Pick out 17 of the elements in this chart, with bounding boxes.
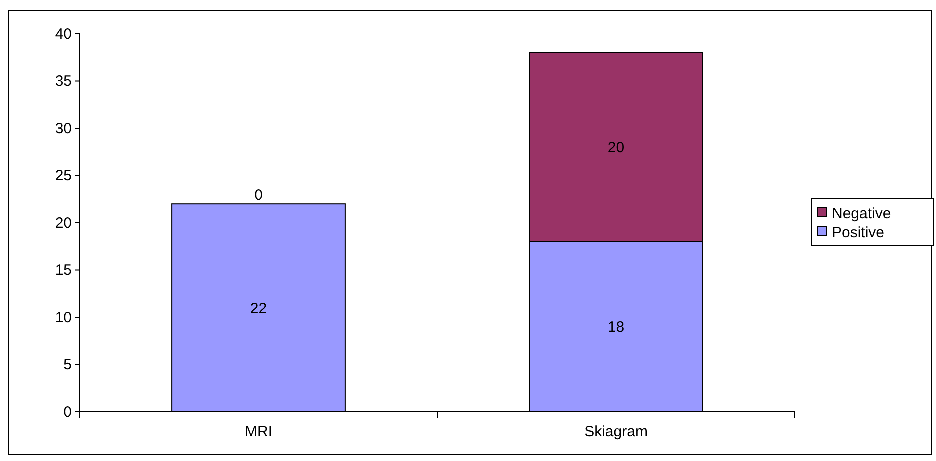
y-tick-label: 20 (55, 214, 72, 232)
data-label: 18 (608, 319, 625, 336)
x-tick-label: MRI (245, 424, 272, 441)
y-tick-label: 25 (55, 168, 72, 185)
y-tick-label: 40 (55, 26, 72, 43)
y-tick-label: 35 (55, 73, 72, 90)
data-label: 20 (608, 140, 625, 157)
legend-label: Positive (832, 224, 885, 242)
y-tick-label: 10 (55, 309, 72, 326)
y-tick-label: 15 (55, 262, 72, 280)
y-tick-label: 30 (55, 120, 72, 138)
y-tick-label: 0 (64, 404, 72, 421)
data-label: 0 (254, 187, 263, 204)
x-tick-label: Skiagram (584, 424, 648, 441)
legend-label: Negative (832, 205, 892, 222)
y-tick-label: 5 (64, 356, 72, 374)
data-label: 22 (250, 300, 268, 318)
